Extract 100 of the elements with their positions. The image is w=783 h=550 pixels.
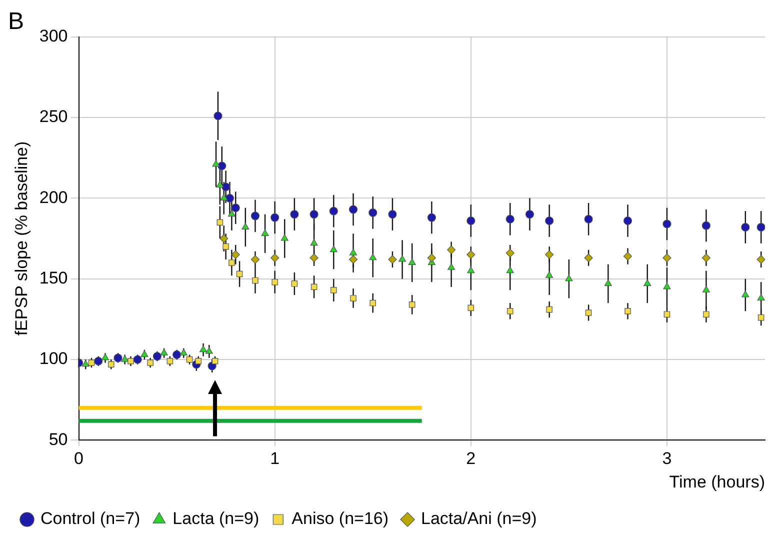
point	[250, 255, 260, 264]
point	[329, 206, 338, 216]
point	[166, 358, 174, 364]
point	[584, 214, 593, 224]
point	[506, 248, 514, 258]
point	[94, 356, 103, 366]
point	[310, 254, 318, 262]
point	[624, 308, 631, 314]
point	[584, 254, 593, 262]
point	[742, 290, 750, 298]
point	[398, 255, 406, 262]
point	[466, 216, 476, 226]
point	[222, 182, 230, 192]
point	[121, 355, 129, 362]
legend-label: Aniso (n=16)	[292, 509, 389, 528]
point	[180, 348, 188, 356]
point	[108, 361, 114, 368]
point	[205, 347, 213, 354]
point	[388, 210, 397, 219]
point	[214, 112, 222, 120]
point	[128, 358, 134, 364]
point	[756, 255, 765, 264]
point	[663, 282, 671, 290]
point	[231, 250, 240, 259]
point	[565, 274, 573, 282]
point	[604, 279, 612, 286]
point	[310, 239, 318, 246]
point	[368, 208, 378, 217]
point	[272, 278, 278, 286]
point	[585, 310, 592, 316]
point	[222, 243, 229, 250]
point	[756, 222, 765, 232]
point	[757, 294, 765, 301]
point	[147, 360, 154, 366]
x-tick-label: 2	[466, 449, 476, 468]
point	[369, 254, 377, 260]
point	[200, 346, 208, 352]
x-tick-label: 0	[74, 449, 84, 468]
point	[212, 160, 220, 167]
point	[228, 210, 236, 217]
point	[88, 360, 95, 366]
point	[662, 220, 672, 228]
point	[231, 204, 240, 212]
point	[140, 350, 148, 357]
point	[152, 352, 162, 361]
point	[427, 254, 436, 262]
legend-label: Lacta/Ani (n=9)	[421, 509, 537, 528]
point	[506, 266, 514, 274]
point	[623, 252, 632, 261]
point	[250, 212, 260, 220]
point	[330, 245, 338, 252]
point	[506, 308, 514, 314]
point	[623, 216, 632, 226]
point	[468, 304, 474, 312]
y-tick-label: 150	[39, 268, 68, 288]
y-tick-label: 100	[39, 349, 68, 368]
point	[703, 311, 710, 318]
point	[427, 213, 436, 222]
point	[225, 194, 234, 202]
point	[758, 314, 764, 321]
point	[348, 205, 358, 214]
point	[408, 258, 416, 266]
point	[186, 356, 193, 363]
point	[506, 214, 514, 224]
y-tick-label: 300	[39, 26, 68, 46]
point	[291, 280, 298, 287]
point	[310, 210, 318, 219]
point	[290, 210, 299, 219]
legend-label: Lacta (n=9)	[172, 509, 260, 528]
point	[664, 311, 670, 318]
point	[349, 248, 358, 256]
y-tick-label: 50	[48, 430, 68, 449]
point	[220, 194, 228, 200]
y-tick-label: 200	[39, 188, 68, 207]
point	[218, 162, 226, 170]
point	[220, 234, 228, 243]
point	[408, 302, 416, 308]
point	[242, 222, 250, 230]
point	[348, 255, 358, 264]
point	[236, 270, 243, 278]
y-tick-label: 250	[39, 107, 68, 126]
point	[702, 254, 710, 262]
point	[114, 354, 122, 362]
point	[82, 360, 90, 367]
point	[330, 287, 337, 294]
point	[546, 271, 554, 278]
point	[702, 286, 710, 292]
point	[644, 279, 652, 286]
point	[310, 284, 318, 290]
point	[212, 358, 218, 364]
point	[545, 250, 554, 259]
point	[133, 355, 142, 364]
point	[466, 250, 476, 259]
point	[446, 245, 456, 254]
point	[228, 260, 235, 266]
point	[662, 254, 672, 262]
point	[448, 263, 456, 270]
point	[280, 234, 288, 241]
chart-title: B	[8, 8, 24, 36]
point	[370, 300, 376, 306]
